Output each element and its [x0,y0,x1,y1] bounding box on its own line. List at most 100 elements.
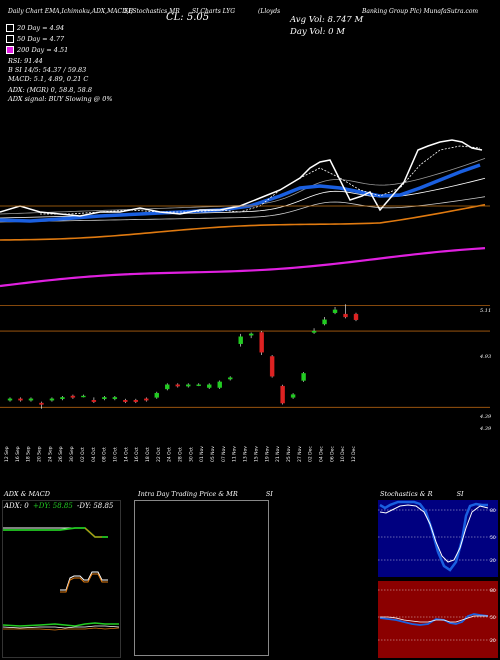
bb-readout: B SI 14/5: 54.37 / 59.83 [8,66,87,74]
date-tick-label: 13 Nov [243,446,249,462]
candle-body [311,330,317,333]
date-tick-label: 04 Dec [318,446,324,462]
legend-swatch-ema200 [6,46,14,54]
date-tick-label: 11 Nov [232,446,238,462]
date-tick-label: 26 Sep [58,446,64,462]
date-tick-label: 16 Oct [134,447,140,462]
candle-body [301,373,306,381]
rsi-tick-label: 50 [490,615,496,621]
title-mid2: SI,Charts LYG [192,8,236,15]
title-mid: SI,Stochastics,MR [124,8,180,15]
candle-body [217,381,222,388]
rsi-tick-label: 80 [490,588,496,594]
rsi-readout: RSI: 91.44 [8,57,43,65]
date-tick-label: 22 Oct [156,447,162,462]
candle-body [39,402,44,405]
date-tick-label: 20 Sep [37,446,43,462]
adx-value: ADX: 0 [4,502,29,510]
date-tick-label: 19 Nov [264,446,270,462]
intraday-panel-title: Intra Day Trading Price & MR SI [138,490,273,498]
adx-plus-line [3,527,108,538]
date-tick-label: 08 Oct [102,447,108,462]
date-tick-label: 10 Oct [112,447,118,462]
date-tick-label: 25 Nov [286,446,292,462]
stoch-upper-panel [378,500,498,577]
date-tick-label: 14 Oct [123,447,129,462]
candle-body [28,398,34,401]
candle-body [133,400,139,402]
date-tick-label: 16 Sep [15,446,21,462]
candle-body [18,398,23,401]
stoch-panel-title: Stochastics & R SI [380,490,464,498]
candle-body [227,377,233,380]
price-level-label: 4.39 [479,426,492,432]
candle-body [259,332,264,353]
date-tick-label: 07 Nov [221,446,227,462]
stoch-tick-label: 50 [490,535,496,541]
legend-ema200: 200 Day = 4.51 [6,46,68,54]
candle-body [70,395,76,398]
legend-label-ema200: 200 Day = 4.51 [17,46,69,54]
candle-body [154,392,159,398]
price-close-line [0,139,483,217]
stoch-k-line [379,500,488,572]
stoch-title-text: Stochastics & R [380,490,433,498]
candle-body [343,313,348,318]
legend-ema20: 20 Day = 4.94 [6,24,64,32]
signal-line [40,145,481,215]
candle-body [81,395,86,398]
date-tick-label: 21 Nov [275,446,281,462]
date-tick-label: 02 Oct [80,447,86,462]
adx-lower-line-3 [3,627,120,631]
legend-label-ema20: 20 Day = 4.94 [17,24,65,32]
ema200-line [0,247,486,288]
candle-body [290,394,296,398]
mrsi-signal-line [380,615,488,623]
title-right2: Banking Group Plc) MunafaSutra.com [362,8,479,15]
candle-body [102,397,107,400]
candle-body [49,398,55,401]
candle-body [112,397,118,400]
macd-readout: MACD: 5.1, 4.89, 0.21 C [8,75,89,83]
candle-body [207,384,212,388]
candle-body [196,384,201,386]
date-tick-label: 24 Sep [47,446,53,462]
candle-body [332,309,338,313]
intraday-title-si: SI [265,490,273,498]
date-tick-label: 27 Nov [297,446,303,462]
rsi-tick-label: 20 [490,638,496,644]
candle-body [175,384,180,387]
title-left: Daily Chart [8,8,43,15]
stoch-d-line [379,504,489,563]
mrsi-line [379,613,489,626]
adx-line [84,527,102,538]
date-tick-label: 12 Sep [4,446,10,462]
date-tick-label: 28 Oct [178,447,184,462]
date-tick-label: 30 Sep [69,446,75,462]
date-tick-label: 24 Oct [167,447,173,462]
avg-volume: Avg Vol: 8.747 M [290,15,364,25]
title-tail: EMA,Ichimoku,ADX,MACD,B [44,8,134,15]
adx-lower-line-2 [2,625,120,629]
price-chart: 5.11 4.93 4.39 4.39 12 Sep 16 Sep 18 Sep 20 Sep… [0,139,492,462]
date-tick-label: 06 Dec [329,446,335,462]
date-tick-label: 30 Oct [188,447,194,462]
adx-panel-title: ADX & MACD [4,490,50,498]
date-tick-label: 01 Nov [199,446,205,462]
price-level-label: 5.11 [480,308,491,314]
stoch-title-si: SI [456,490,464,498]
minus-dy-value: -DY: 58.85 [77,502,114,510]
day-volume: Day Vol: 0 M [290,27,345,37]
candle-body [7,398,13,401]
price-level-label: 4.93 [479,354,491,360]
date-tick-label: 04 Oct [91,447,97,462]
legend-swatch-ema50 [6,35,14,43]
macd-signal-line [60,573,108,593]
candle-body [91,400,97,402]
date-tick-label: 12 Dec [351,446,357,462]
candle-body [165,384,170,390]
adx-signal-readout: ADX signal: BUY Slowing @ 0% [8,95,113,103]
macd-line [60,571,108,591]
price-level-label: 4.39 [479,414,492,420]
legend-swatch-ema20 [6,24,14,32]
